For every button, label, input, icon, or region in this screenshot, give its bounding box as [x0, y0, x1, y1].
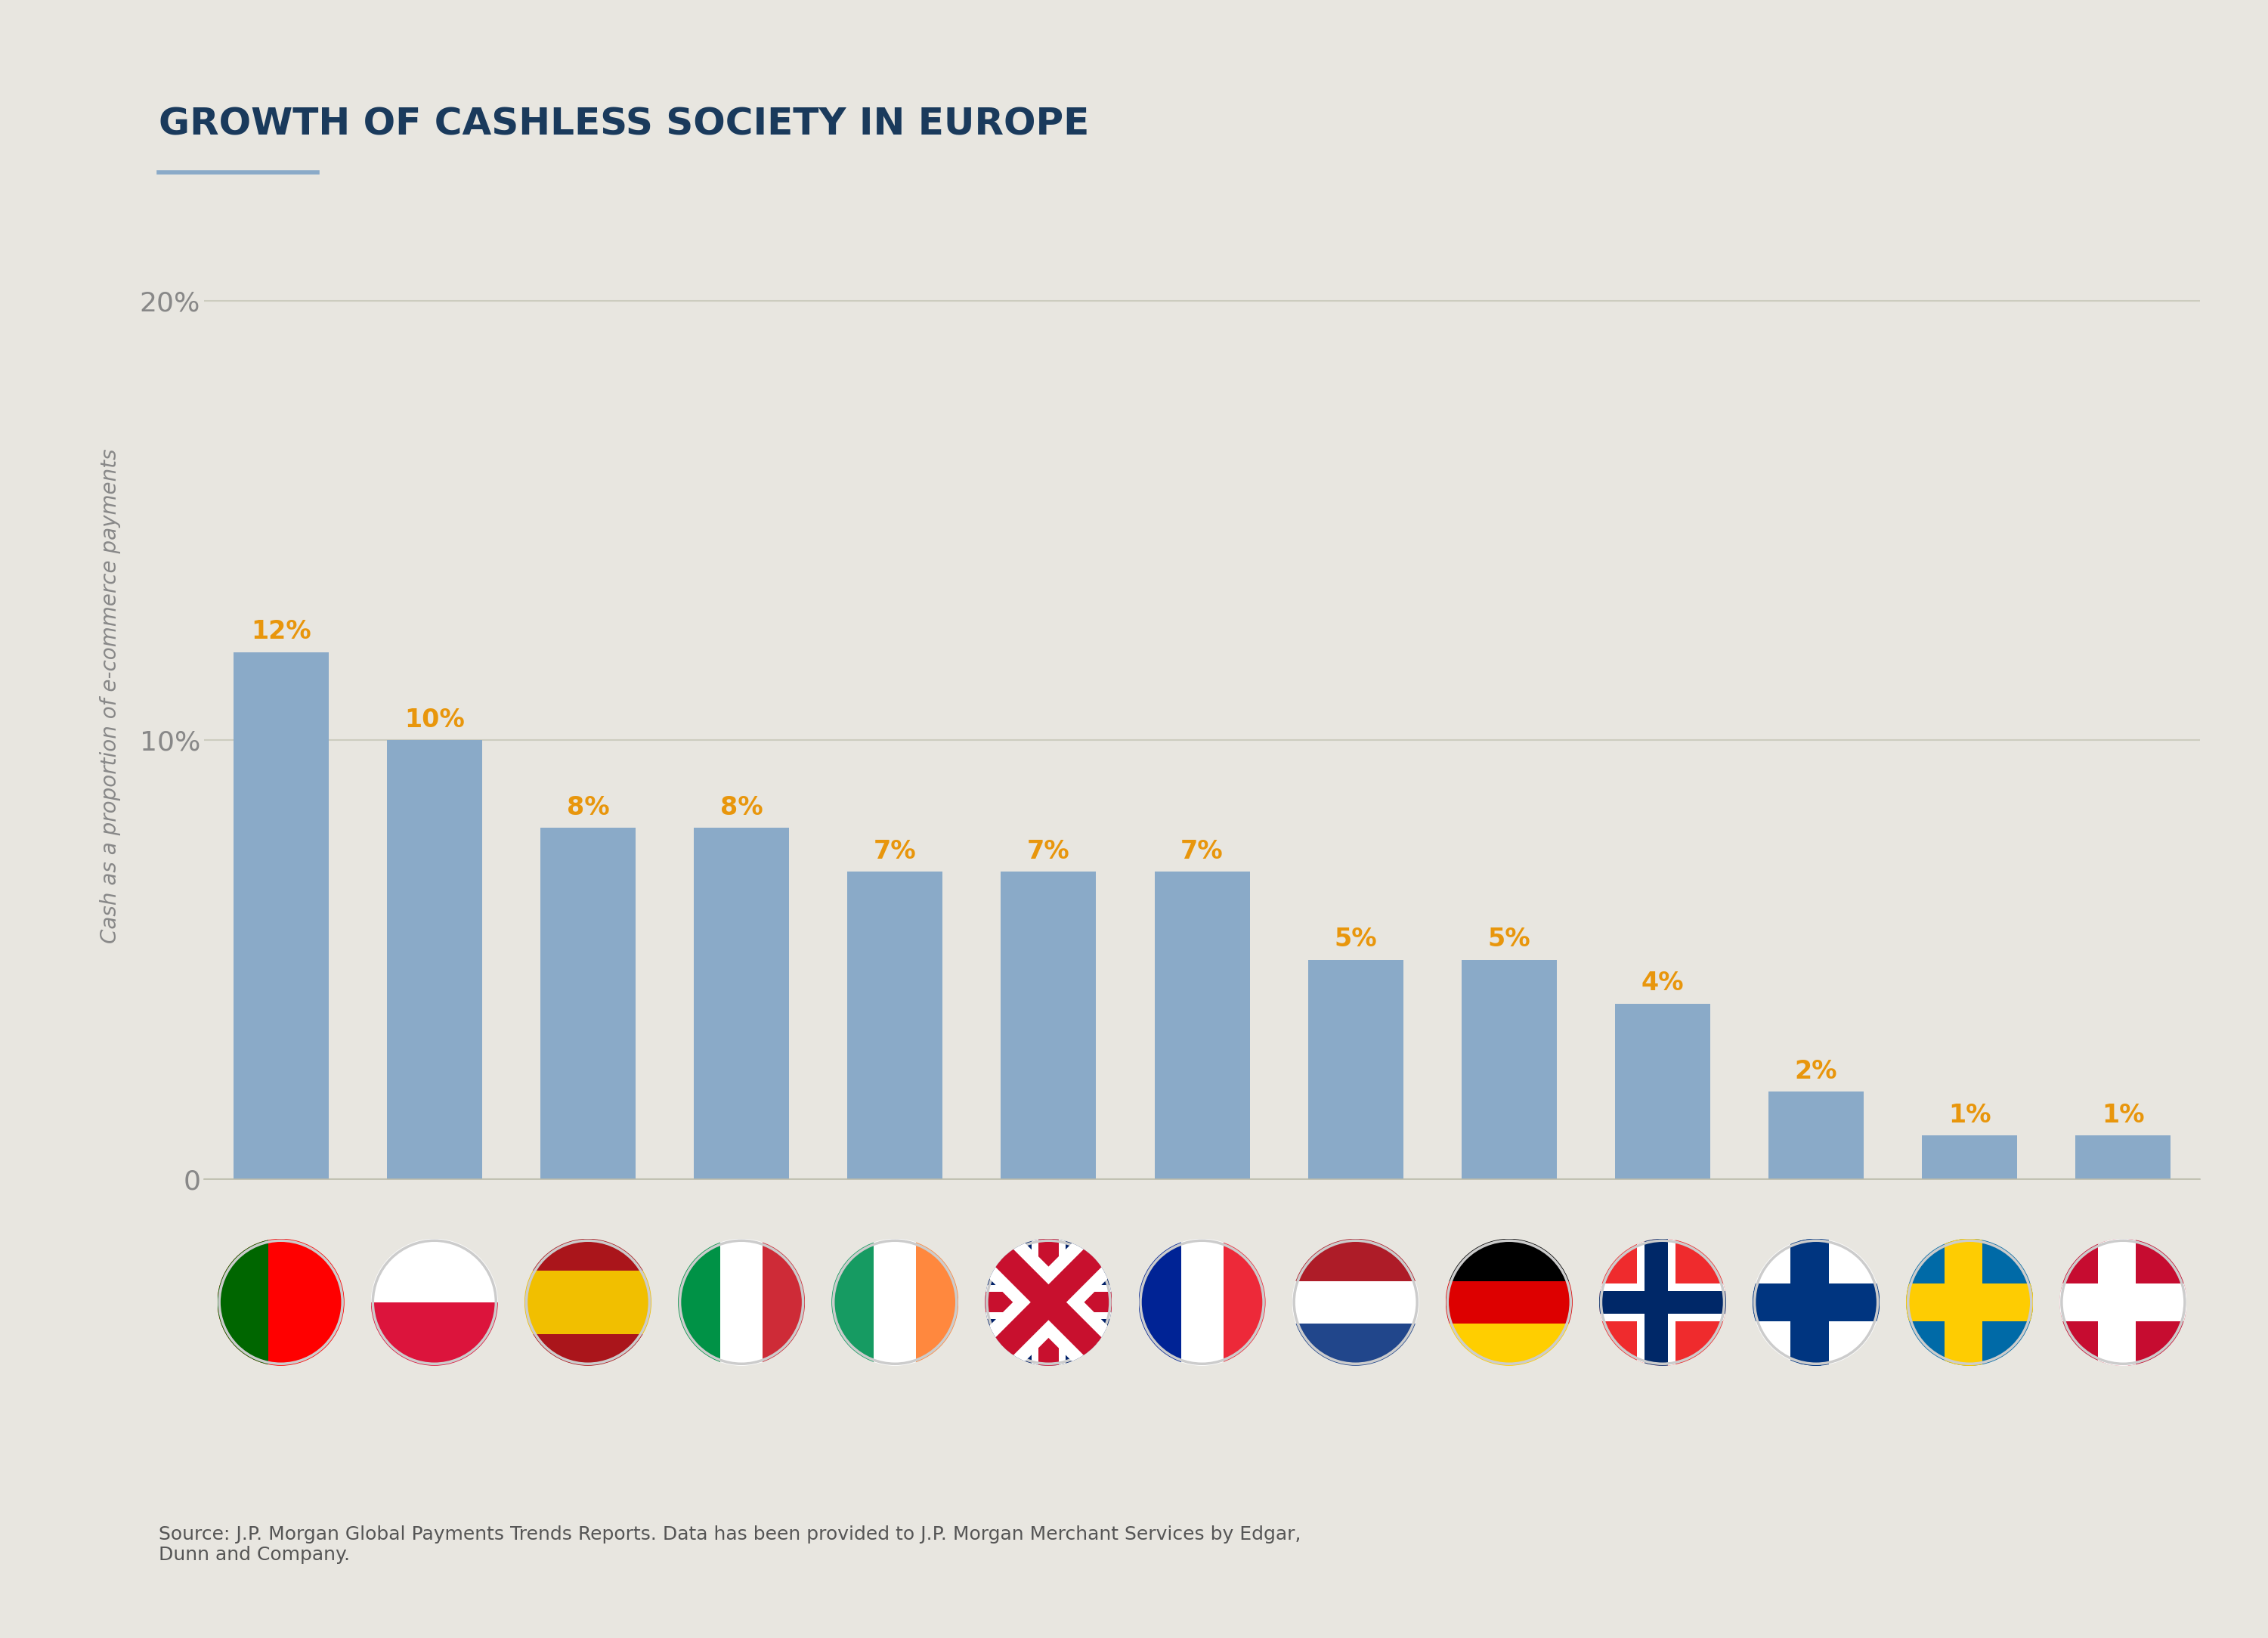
Bar — [848, 871, 943, 1179]
Text: 7%: 7% — [1182, 839, 1222, 863]
Bar — [1905, 1291, 2032, 1314]
Text: 1%: 1% — [1948, 1102, 1991, 1127]
Bar — [678, 1238, 721, 1366]
Bar — [1032, 1238, 1066, 1366]
Text: 2%: 2% — [1794, 1058, 1837, 1084]
Bar — [916, 1238, 959, 1366]
Bar — [1039, 1238, 1059, 1366]
Text: 10%: 10% — [404, 708, 465, 732]
Bar — [2059, 1283, 2186, 1322]
Text: Source: J.P. Morgan Global Payments Trends Reports. Data has been provided to J.: Source: J.P. Morgan Global Payments Tren… — [159, 1525, 1302, 1564]
Text: 8%: 8% — [567, 794, 610, 821]
Bar — [524, 1333, 651, 1366]
Bar — [1309, 960, 1404, 1179]
Bar — [2059, 1291, 2186, 1314]
Text: 7%: 7% — [1027, 839, 1070, 863]
Bar — [2098, 1238, 2136, 1366]
Bar — [1445, 1324, 1572, 1366]
Bar — [524, 1238, 651, 1271]
Bar — [762, 1238, 805, 1366]
Bar — [1293, 1324, 1420, 1366]
Bar — [1792, 1238, 1828, 1366]
Bar — [721, 1238, 762, 1366]
Bar — [984, 1286, 1111, 1319]
Bar — [984, 1292, 1111, 1312]
Bar — [2075, 1135, 2170, 1179]
Bar — [540, 827, 635, 1179]
Bar — [1154, 871, 1250, 1179]
Bar — [1905, 1283, 2032, 1322]
Bar — [1293, 1238, 1420, 1281]
Text: 8%: 8% — [719, 794, 762, 821]
Text: 5%: 5% — [1488, 927, 1531, 952]
Bar — [694, 827, 789, 1179]
Bar — [1637, 1238, 1676, 1366]
Bar — [1445, 1238, 1572, 1281]
Bar — [1953, 1238, 1975, 1366]
Text: 1%: 1% — [2102, 1102, 2146, 1127]
Bar — [372, 1238, 499, 1302]
Bar — [1615, 1004, 1710, 1179]
Bar — [1753, 1291, 1880, 1314]
Bar — [1139, 1238, 1182, 1366]
Bar — [2105, 1238, 2127, 1366]
Bar — [1644, 1238, 1667, 1366]
Bar — [1599, 1291, 1726, 1314]
Bar — [388, 740, 483, 1179]
Bar — [1461, 960, 1556, 1179]
Bar — [1769, 1091, 1864, 1179]
Text: 5%: 5% — [1334, 927, 1377, 952]
Bar — [234, 652, 329, 1179]
Bar — [1921, 1135, 2016, 1179]
Bar — [1799, 1238, 1821, 1366]
Bar — [1753, 1283, 1880, 1322]
Bar — [1599, 1283, 1726, 1322]
Text: 7%: 7% — [873, 839, 916, 863]
Bar — [1293, 1281, 1420, 1324]
Bar — [1182, 1238, 1222, 1366]
Bar — [1944, 1238, 1982, 1366]
Bar — [1000, 871, 1095, 1179]
Text: 12%: 12% — [252, 619, 311, 644]
Bar — [1222, 1238, 1266, 1366]
Text: GROWTH OF CASHLESS SOCIETY IN EUROPE: GROWTH OF CASHLESS SOCIETY IN EUROPE — [159, 106, 1089, 143]
Text: 4%: 4% — [1642, 971, 1683, 996]
Bar — [873, 1238, 916, 1366]
Bar — [832, 1238, 873, 1366]
Bar — [1445, 1281, 1572, 1324]
Bar — [218, 1238, 268, 1366]
Bar — [524, 1271, 651, 1333]
Bar — [372, 1302, 499, 1366]
Y-axis label: Cash as a proportion of e-commerce payments: Cash as a proportion of e-commerce payme… — [100, 449, 120, 943]
